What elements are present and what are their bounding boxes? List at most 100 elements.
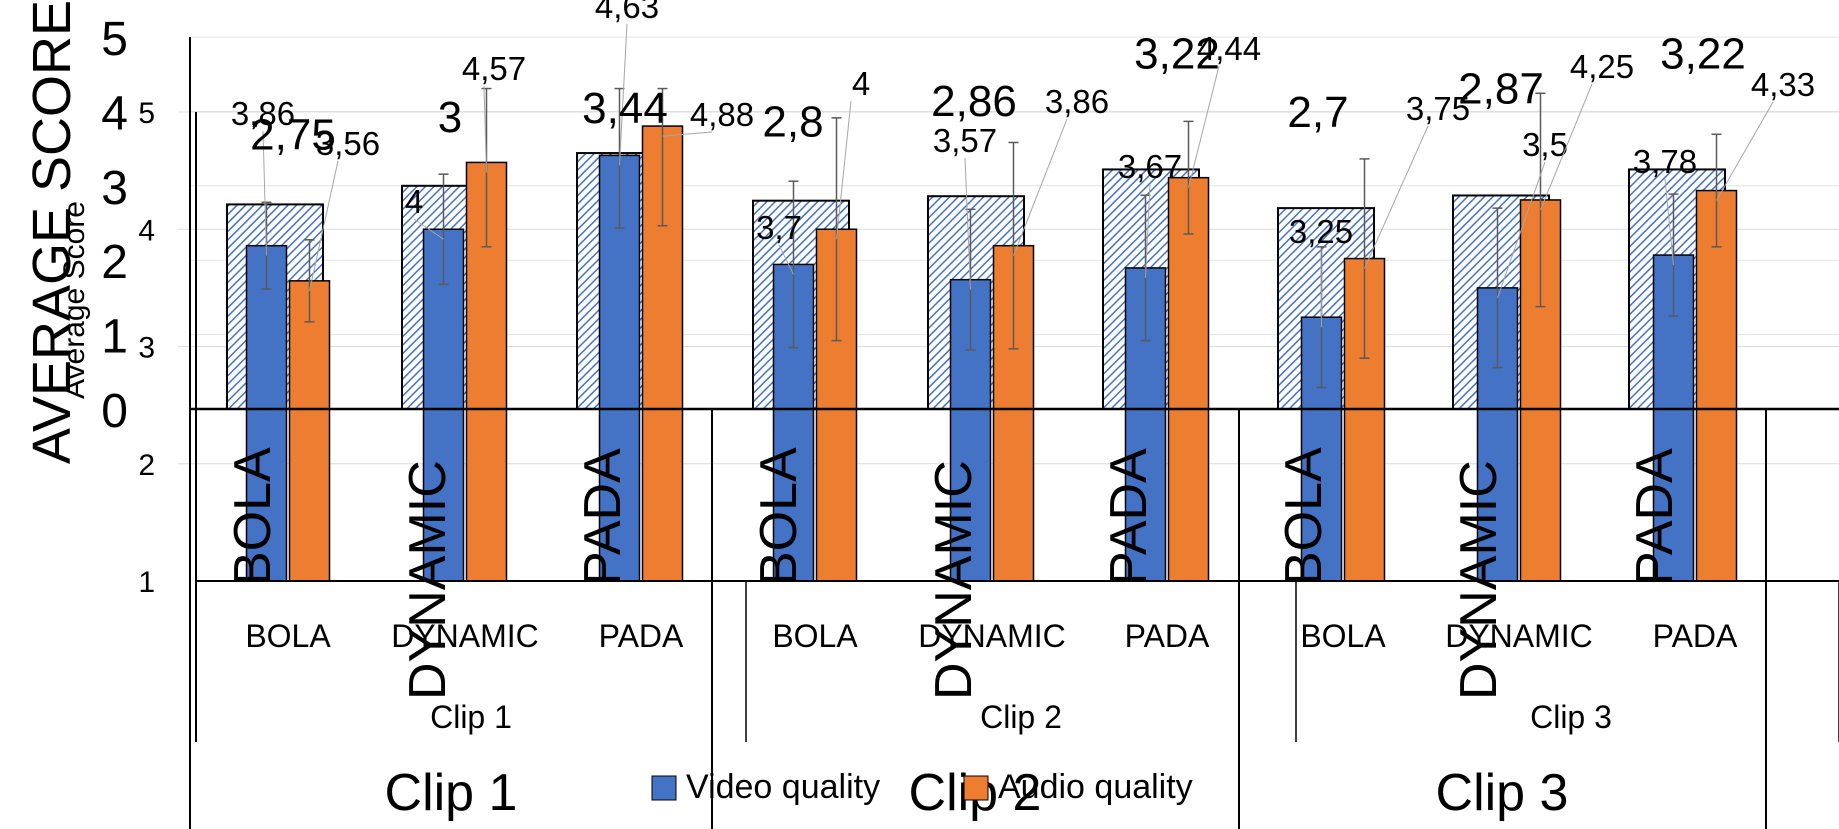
legend-swatch-video: [651, 775, 677, 801]
front-y-tick-label: 4: [138, 214, 155, 247]
legend: Video quality Audio quality: [651, 768, 1193, 806]
back-y-axis-title: AVERAGE SCORE: [22, 0, 82, 464]
back-category-label: BOLA: [1275, 447, 1333, 586]
video-quality-data-label: 3,86: [231, 95, 295, 132]
back-category-label: DYNAMIC: [925, 460, 983, 700]
video-label-leader: [1664, 178, 1674, 266]
quality-bars: [245, 125, 1738, 582]
video-label-leader: [1145, 183, 1151, 278]
back-category-label: DYNAMIC: [1450, 460, 1508, 700]
front-y-tick-label: 3: [138, 332, 155, 365]
back-y-tick-label: 3: [101, 162, 128, 215]
front-chart-category-labels: BOLA DYNAMIC PADA BOLA DYNAMIC PADA BOLA DYNAMI…: [245, 618, 1738, 735]
back-y-tick-label: 5: [101, 13, 128, 66]
quality-data-labels: 3,86 4 4,63 3,7 3,57 3,67 3,25 3,5 3,78 3,56 4,57 4…: [231, 0, 1815, 328]
front-y-tick-label: 2: [138, 449, 155, 482]
hatched-data-label: 3,22: [1660, 29, 1746, 78]
video-label-leader: [964, 157, 971, 290]
audio-quality-bar: [1167, 176, 1210, 582]
hatched-data-label: 2,8: [762, 98, 823, 147]
video-quality-bar: [598, 154, 641, 582]
back-y-tick-label: 4: [101, 87, 128, 140]
back-y-tick-label: 0: [101, 385, 128, 438]
audio-quality-bar: [465, 161, 508, 582]
audio-quality-bar: [1695, 189, 1738, 582]
back-group-label: Clip 1: [385, 764, 518, 822]
front-y-tick-label: 5: [138, 97, 155, 130]
back-group-label: Clip 3: [1436, 764, 1569, 822]
hatched-data-label: 2,86: [931, 77, 1017, 126]
audio-quality-data-label: 4: [852, 65, 870, 102]
audio-label-leader: [1540, 83, 1593, 211]
audio-quality-data-label: 4,33: [1751, 66, 1815, 103]
video-quality-data-label: 3,78: [1633, 143, 1697, 180]
audio-quality-data-label: 3,75: [1406, 90, 1470, 127]
audio-label-leader: [836, 100, 852, 240]
audio-label-leader: [309, 160, 339, 291]
audio-label-leader: [1364, 125, 1429, 269]
back-category-label: BOLA: [750, 447, 808, 586]
video-quality-data-label: 3,7: [756, 209, 802, 246]
audio-label-leader: [483, 85, 487, 173]
back-category-label: PADA: [1626, 448, 1684, 586]
hatched-data-label: 3: [438, 93, 462, 142]
audio-quality-data-label: 3,56: [316, 125, 380, 162]
audio-quality-data-label: 3,86: [1045, 83, 1109, 120]
audio-quality-data-label: 4,88: [690, 96, 754, 133]
front-category-label: BOLA: [1300, 618, 1386, 654]
video-label-leader: [1320, 248, 1322, 328]
hatched-data-label: 3,44: [582, 84, 668, 133]
legend-swatch-audio: [963, 775, 989, 801]
video-label-leader: [778, 244, 794, 275]
front-category-label: DYNAMIC: [918, 618, 1066, 654]
front-category-label: PADA: [1653, 618, 1738, 654]
audio-quality-bar: [288, 280, 331, 582]
front-category-label: DYNAMIC: [1445, 618, 1593, 654]
back-y-tick-label: 1: [101, 311, 128, 364]
hatched-data-label: 2,87: [1458, 64, 1544, 113]
audio-label-leader: [1188, 65, 1220, 188]
back-y-tick-label: 2: [101, 236, 128, 289]
back-category-label: DYNAMIC: [399, 460, 457, 700]
video-label-leader: [619, 23, 628, 166]
back-category-label: BOLA: [224, 447, 282, 586]
axes-and-category-dividers: [189, 37, 1839, 829]
front-category-label: BOLA: [245, 618, 331, 654]
video-label-leader: [1497, 161, 1546, 299]
video-quality-data-label: 4: [405, 183, 423, 220]
video-quality-data-label: 3,5: [1522, 126, 1568, 163]
back-category-label: PADA: [1100, 448, 1158, 586]
front-group-label: Clip 1: [430, 699, 512, 735]
front-y-axis-title: Average Score: [58, 201, 91, 399]
front-group-label: Clip 3: [1530, 699, 1612, 735]
front-category-label: DYNAMIC: [391, 618, 539, 654]
audio-quality-data-label: 4,25: [1570, 48, 1634, 85]
front-group-label: Clip 2: [980, 699, 1062, 735]
hatched-data-label: 3,22: [1134, 29, 1220, 78]
front-category-label: PADA: [1125, 618, 1210, 654]
front-category-label: BOLA: [772, 618, 858, 654]
video-quality-data-label: 3,67: [1118, 148, 1182, 185]
front-y-tick-label: 1: [138, 566, 155, 599]
video-label-leader: [262, 130, 267, 256]
audio-label-leader: [662, 131, 713, 137]
legend-label-video: Video quality: [686, 768, 880, 806]
audio-quality-data-label: 4,57: [462, 50, 526, 87]
front-chart-y-ticks: 1 2 3 4 5: [138, 97, 155, 599]
hatched-data-label: 2,75: [250, 110, 336, 159]
video-label-leader: [413, 218, 444, 240]
video-quality-data-label: 3,25: [1289, 213, 1353, 250]
hatched-data-labels: 2,75 3 3,44 2,8 2,86 3,22 2,7 2,87 3,22: [250, 29, 1746, 159]
video-quality-data-label: 4,63: [595, 0, 659, 25]
front-category-label: PADA: [599, 618, 684, 654]
video-quality-data-label: 3,57: [933, 122, 997, 159]
audio-label-leader: [1013, 118, 1068, 256]
back-category-label: PADA: [574, 448, 632, 586]
audio-label-leader: [1716, 101, 1774, 201]
hatched-data-label: 2,7: [1287, 88, 1348, 137]
legend-label-audio: Audio quality: [998, 768, 1193, 806]
back-chart-y-ticks: 0 1 2 3 4 5: [101, 13, 128, 438]
audio-quality-data-label: 4,44: [1197, 30, 1261, 67]
